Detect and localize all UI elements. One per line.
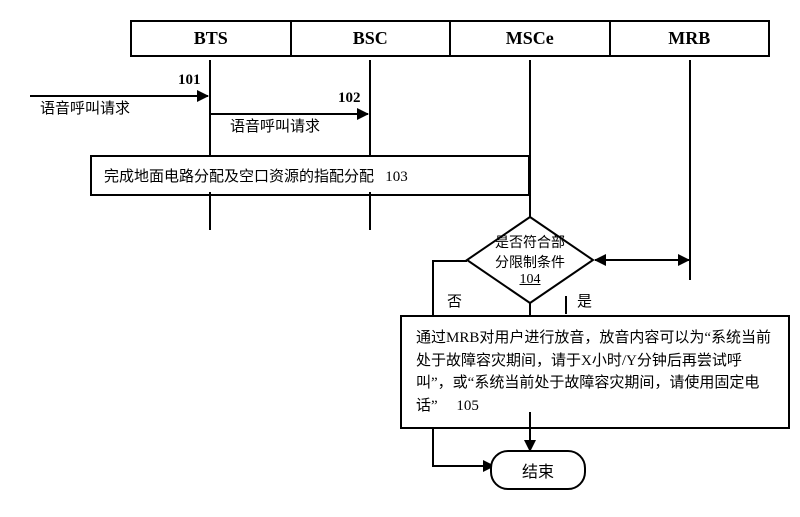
end-box: 结束: [490, 450, 586, 490]
header-mrb: MRB: [611, 22, 769, 55]
lifeline-mrb: [689, 60, 691, 280]
label-101: 语音呼叫请求: [40, 97, 130, 118]
num-101: 101: [178, 72, 201, 89]
header-msce: MSCe: [451, 22, 611, 55]
num-103: 103: [385, 169, 408, 185]
end-label: 结束: [522, 464, 554, 481]
yes-v: [565, 296, 567, 314]
label-102: 语音呼叫请求: [230, 115, 320, 136]
box-103: 完成地面电路分配及空口资源的指配分配 103: [90, 155, 530, 196]
num-104: 104: [520, 272, 541, 288]
no-h2: [432, 465, 485, 467]
header-row: BTS BSC MSCe MRB: [130, 20, 770, 57]
box-105: 通过MRB对用户进行放音，放音内容可以为“系统当前处于故障容灾期间，请于X小时/…: [400, 315, 790, 429]
arrow-104-mrb: [595, 259, 689, 261]
decision-104: 是否符合部 分限制条件 104: [465, 215, 595, 305]
no-h1: [432, 260, 467, 262]
decision-line2: 分限制条件: [495, 252, 565, 272]
label-yes: 是: [577, 290, 592, 311]
seg-bsc: [369, 192, 371, 230]
num-102: 102: [338, 90, 361, 107]
seg-bts: [209, 192, 211, 230]
header-bts: BTS: [132, 22, 292, 55]
header-bsc: BSC: [292, 22, 452, 55]
num-105: 105: [456, 398, 479, 414]
box-103-text: 完成地面电路分配及空口资源的指配分配: [104, 169, 374, 185]
decision-line1: 是否符合部: [495, 232, 565, 252]
label-no: 否: [447, 290, 462, 311]
